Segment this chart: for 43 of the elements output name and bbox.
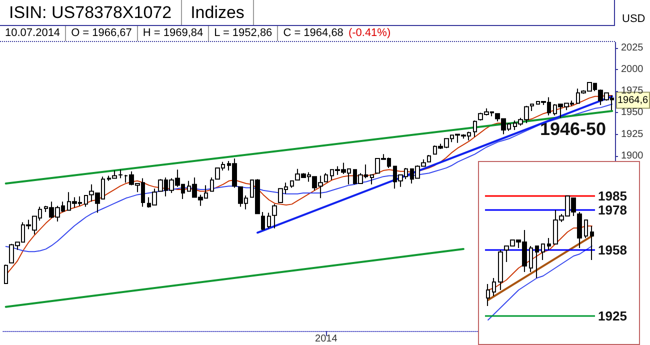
y-tick-label: 1985 — [598, 188, 627, 204]
candlestick — [577, 212, 582, 248]
annotation: 1946-50 — [540, 119, 606, 139]
candlestick — [535, 246, 539, 278]
y-axis-title: USD — [622, 13, 646, 25]
candlestick — [84, 195, 88, 208]
candlestick — [492, 278, 496, 296]
text: L = 1952,86 — [209, 26, 278, 41]
candlestick — [541, 244, 545, 260]
candlestick — [473, 120, 477, 138]
text: 10.07.2014 — [0, 26, 66, 41]
text: O = 1966,67 — [66, 26, 138, 41]
candlestick — [290, 180, 294, 188]
line-series — [488, 226, 592, 290]
line-series — [488, 246, 592, 320]
candlestick — [261, 211, 265, 231]
y-tick-label: 1958 — [598, 242, 627, 258]
candlestick — [498, 250, 503, 290]
y-tick-label: 1925 — [621, 128, 644, 140]
candlestick — [272, 204, 277, 229]
candlestick — [547, 238, 551, 250]
candlestick — [267, 212, 271, 229]
candlestick — [529, 246, 533, 272]
x-tick-label: 2014 — [315, 334, 338, 344]
text: (-0.41%) — [348, 26, 392, 41]
candlestick — [210, 176, 214, 192]
text: C = 1964,68 — [282, 26, 344, 41]
y-tick-label: 1950 — [621, 107, 644, 118]
y-tick-label: 1925 — [598, 308, 627, 324]
candlestick — [486, 284, 490, 306]
y-tick-label: 1978 — [598, 202, 627, 218]
candlestick — [427, 154, 431, 162]
candlestick — [590, 226, 594, 260]
candlestick — [4, 264, 8, 284]
chart-title: ISIN: US78378X1072 — [0, 0, 182, 25]
y-tick-label: 2000 — [621, 64, 644, 76]
y-tick-label: 1900 — [621, 150, 644, 162]
candlestick — [370, 174, 374, 185]
candlestick — [584, 220, 588, 238]
chart-subtitle: Indizes — [182, 0, 254, 25]
text: 1964,6 — [618, 94, 649, 106]
y-tick-label: 2025 — [621, 42, 644, 54]
text: H = 1969,84 — [138, 26, 210, 41]
